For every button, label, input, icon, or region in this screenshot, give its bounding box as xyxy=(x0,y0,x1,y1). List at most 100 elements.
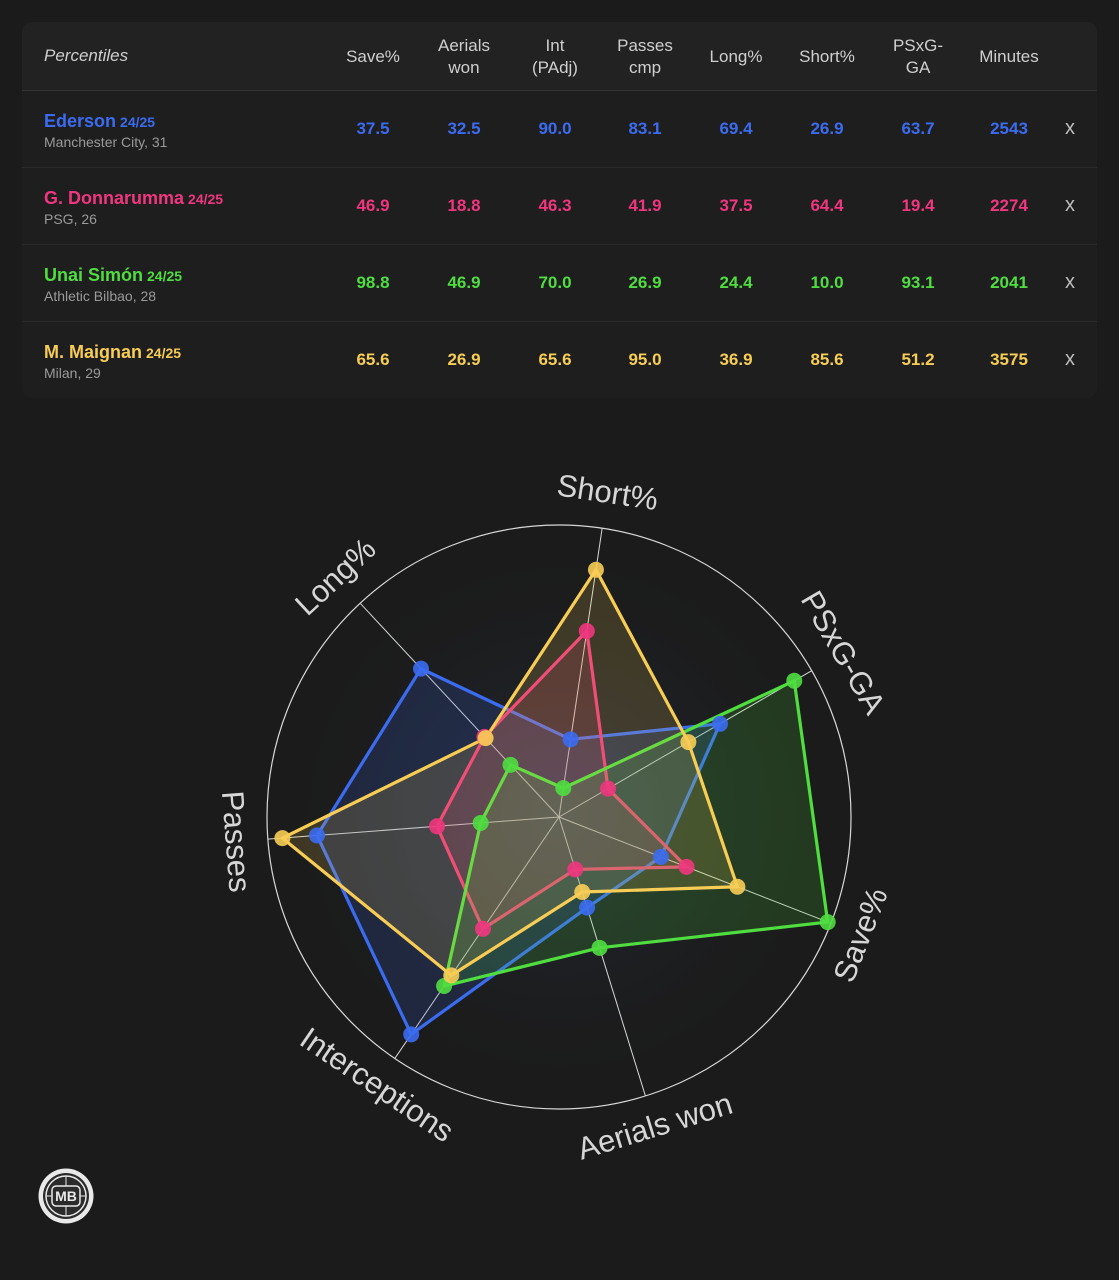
player-name[interactable]: Unai Simón 24/25 xyxy=(44,265,182,286)
series-point xyxy=(274,830,291,847)
series-point xyxy=(474,920,491,937)
series-point xyxy=(443,967,460,984)
player-name-text: M. Maignan xyxy=(44,342,142,362)
column-header[interactable]: Passes cmp xyxy=(617,36,673,77)
radar-spoke xyxy=(394,816,560,1059)
stat-cell: 41.9 xyxy=(628,196,662,215)
series-point xyxy=(587,561,604,578)
radar-outer-ring xyxy=(266,524,852,1110)
series-point xyxy=(309,827,326,844)
series-point xyxy=(578,623,595,640)
player-season: 24/25 xyxy=(120,114,156,130)
player-name-text: G. Donnarumma xyxy=(44,188,185,208)
column-header[interactable]: Int (PAdj) xyxy=(532,36,578,77)
player-team: Milan, 29 xyxy=(44,365,101,381)
stat-cell: 2543 xyxy=(990,119,1028,138)
stat-cell: 90.0 xyxy=(538,119,572,138)
remove-player-button[interactable]: x xyxy=(1065,348,1075,370)
series-point xyxy=(574,884,591,901)
stat-cell: 37.5 xyxy=(719,196,753,215)
stat-cell: 3575 xyxy=(990,350,1028,369)
stat-cell: 26.9 xyxy=(628,273,662,292)
stat-cell: 46.9 xyxy=(447,273,481,292)
player-season: 24/25 xyxy=(146,345,182,361)
column-header[interactable]: Minutes xyxy=(979,47,1039,66)
stat-cell: 95.0 xyxy=(628,350,662,369)
logo-text: MB xyxy=(55,1188,77,1204)
header-percentiles: Percentiles xyxy=(44,46,129,65)
stat-cell: 36.9 xyxy=(719,350,753,369)
stat-cell: 64.4 xyxy=(810,196,844,215)
series-point xyxy=(652,848,669,865)
series-point xyxy=(429,818,446,835)
series-point xyxy=(591,939,608,956)
stat-cell: 2274 xyxy=(990,196,1028,215)
column-header[interactable]: Aerials won xyxy=(438,36,490,77)
stat-cell: 93.1 xyxy=(901,273,935,292)
player-name[interactable]: M. Maignan 24/25 xyxy=(44,342,181,363)
stat-cell: 32.5 xyxy=(447,119,481,138)
stat-cell: 83.1 xyxy=(628,119,662,138)
series-polygon-Unai Simón xyxy=(442,679,830,988)
series-point xyxy=(567,861,584,878)
player-team: PSG, 26 xyxy=(44,211,97,227)
stat-cell: 10.0 xyxy=(810,273,844,292)
series-point xyxy=(555,780,572,797)
stat-cell: 51.2 xyxy=(901,350,935,369)
stat-cell: 65.6 xyxy=(538,350,572,369)
series-point xyxy=(600,780,617,797)
stat-cell: 46.9 xyxy=(356,196,390,215)
player-row: Ederson 24/25 Manchester City, 31 37.5 32.5 9… xyxy=(22,91,1097,168)
column-header[interactable]: PSxG- GA xyxy=(892,36,944,77)
stat-cell: 37.5 xyxy=(356,119,390,138)
stat-cell: 26.9 xyxy=(447,350,481,369)
table-header: Percentiles Save% Aerials won Int (PAdj) Pa… xyxy=(22,22,1097,91)
column-header[interactable]: Save% xyxy=(346,47,400,66)
player-row: G. Donnarumma 24/25 PSG, 26 46.9 18.8 46.3 41.… xyxy=(22,168,1097,245)
stat-cell: 18.8 xyxy=(447,196,481,215)
axis-label: Passes xyxy=(215,790,258,894)
series-point xyxy=(711,715,728,732)
player-name-text: Ederson xyxy=(44,111,117,131)
series-point xyxy=(472,814,489,831)
series-point xyxy=(477,730,494,747)
stat-cell: 46.3 xyxy=(538,196,572,215)
stat-cell: 98.8 xyxy=(356,273,390,292)
player-team: Athletic Bilbao, 28 xyxy=(44,288,157,304)
player-name-text: Unai Simón xyxy=(44,265,144,285)
radar-spoke xyxy=(359,602,560,818)
series-point xyxy=(819,914,836,931)
stat-cell: 65.6 xyxy=(356,350,390,369)
stat-cell: 24.4 xyxy=(719,273,753,292)
remove-player-button[interactable]: x xyxy=(1065,271,1075,293)
axis-label: Short% xyxy=(555,467,661,517)
stat-cell: 69.4 xyxy=(719,119,753,138)
series-point xyxy=(403,1026,420,1043)
radar-spoke xyxy=(558,816,832,924)
series-polygon-G. Donnarumma xyxy=(435,629,689,931)
player-season: 24/25 xyxy=(147,268,183,284)
player-season: 24/25 xyxy=(188,191,224,207)
series-point xyxy=(786,672,803,689)
mb-logo: MB xyxy=(38,1168,94,1224)
series-point xyxy=(678,858,695,875)
player-row: M. Maignan 24/25 Milan, 29 65.6 26.9 65.6 95.0… xyxy=(22,322,1097,398)
series-point xyxy=(729,878,746,895)
stat-cell: 63.7 xyxy=(901,119,935,138)
column-header[interactable]: Short% xyxy=(799,47,855,66)
series-point xyxy=(502,756,519,773)
stat-cell: 85.6 xyxy=(810,350,844,369)
stat-cell: 19.4 xyxy=(901,196,935,215)
stat-cell: 26.9 xyxy=(810,119,844,138)
remove-player-button[interactable]: x xyxy=(1065,117,1075,139)
series-point xyxy=(412,660,429,677)
player-name[interactable]: Ederson 24/25 xyxy=(44,111,155,132)
series-point xyxy=(680,734,697,751)
player-team: Manchester City, 31 xyxy=(44,134,168,150)
player-name[interactable]: G. Donnarumma 24/25 xyxy=(44,188,223,209)
column-header[interactable]: Long% xyxy=(709,47,763,66)
remove-player-button[interactable]: x xyxy=(1065,194,1075,216)
series-point xyxy=(579,899,596,916)
stat-cell: 70.0 xyxy=(538,273,572,292)
